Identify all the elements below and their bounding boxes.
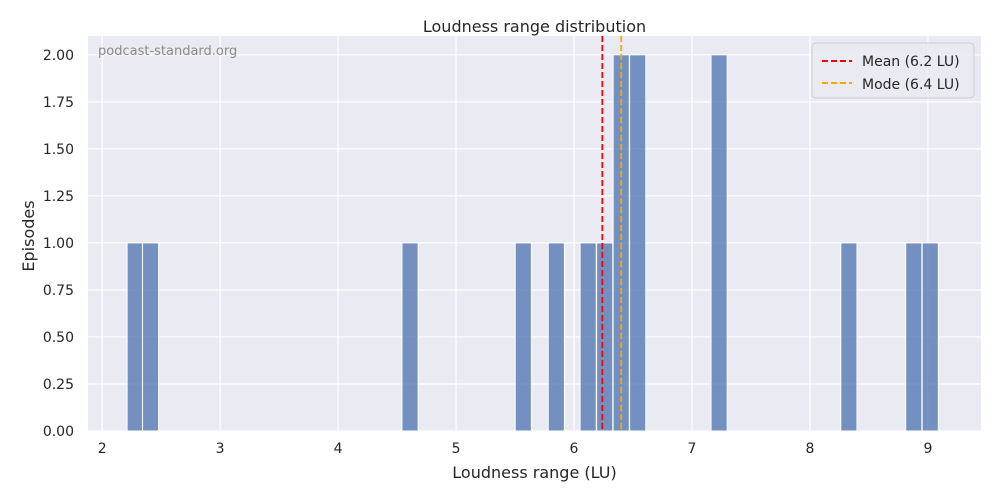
y-tick-label: 1.00 bbox=[43, 236, 74, 252]
x-tick-label: 3 bbox=[216, 441, 225, 457]
x-tick-label: 6 bbox=[570, 441, 579, 457]
legend-box bbox=[811, 42, 975, 99]
histogram-bar bbox=[629, 54, 647, 432]
y-tick-labels: 0.00 0.25 0.50 0.75 1.00 1.25 1.50 1.75 2.00 bbox=[43, 48, 74, 440]
watermark-text: podcast-standard.org bbox=[98, 44, 237, 59]
y-tick-label: 0.25 bbox=[43, 377, 74, 393]
histogram-bar bbox=[514, 242, 532, 432]
histogram-bar bbox=[596, 242, 614, 432]
x-tick-label: 5 bbox=[452, 441, 461, 457]
y-tick-label: 0.75 bbox=[43, 283, 74, 299]
histogram-bar bbox=[141, 242, 160, 432]
y-tick-label: 2.00 bbox=[43, 48, 74, 64]
legend-label-mean: Mean (6.2 LU) bbox=[862, 54, 960, 70]
legend: Mean (6.2 LU) Mode (6.4 LU) bbox=[811, 42, 975, 99]
x-tick-label: 7 bbox=[688, 441, 697, 457]
histogram-bar bbox=[905, 242, 923, 432]
y-axis-label: Episodes bbox=[19, 200, 38, 271]
y-tick-label: 0.50 bbox=[43, 330, 74, 346]
y-tick-label: 1.75 bbox=[43, 95, 74, 111]
legend-label-mode: Mode (6.4 LU) bbox=[862, 77, 960, 93]
x-tick-label: 4 bbox=[334, 441, 343, 457]
histogram-bar bbox=[547, 242, 565, 432]
chart-title: Loudness range distribution bbox=[423, 17, 646, 36]
x-tick-label: 2 bbox=[98, 441, 107, 457]
x-tick-label: 8 bbox=[805, 441, 814, 457]
x-tick-label: 9 bbox=[923, 441, 932, 457]
histogram-bar bbox=[710, 54, 728, 432]
y-tick-label: 1.25 bbox=[43, 189, 74, 205]
histogram-bar bbox=[921, 242, 939, 432]
histogram-bar bbox=[579, 242, 597, 432]
x-axis-label: Loudness range (LU) bbox=[452, 463, 616, 482]
x-tick-labels: 2 3 4 5 6 7 8 9 bbox=[98, 441, 933, 457]
histogram-bar bbox=[840, 242, 858, 432]
y-tick-label: 0.00 bbox=[43, 424, 74, 440]
histogram-bars bbox=[126, 54, 939, 432]
grid-lines bbox=[88, 36, 981, 432]
y-tick-label: 1.50 bbox=[43, 142, 74, 158]
histogram-bar bbox=[126, 242, 144, 432]
reference-lines bbox=[601, 36, 623, 431]
histogram-bar bbox=[401, 242, 419, 432]
